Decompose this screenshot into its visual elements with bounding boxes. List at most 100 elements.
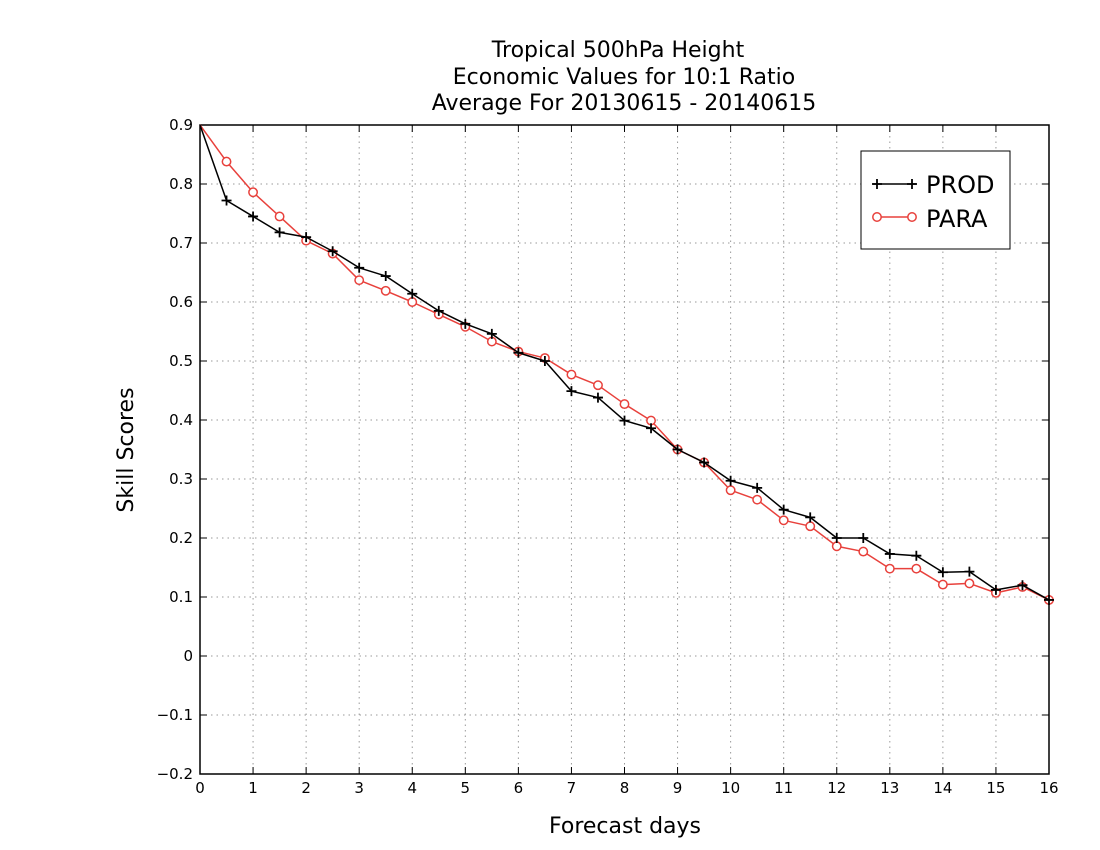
x-tick-label: 9 (673, 779, 683, 797)
data-point-prod (937, 567, 948, 578)
data-point-prod (221, 195, 232, 206)
x-tick-label: 0 (195, 779, 205, 797)
x-tick-label: 2 (301, 779, 311, 797)
y-tick-label: 0.8 (169, 175, 193, 193)
x-tick-label: 13 (880, 779, 899, 797)
data-point-prod (274, 227, 285, 238)
y-tick-label: 0.5 (169, 352, 193, 370)
data-point-para (248, 187, 259, 198)
axis-ticks (199, 124, 1050, 775)
plot-frame (199, 124, 1050, 775)
data-point-para (221, 156, 232, 167)
data-point-prod (778, 504, 789, 515)
data-point-prod (646, 423, 657, 434)
legend-entry-para: PARA (872, 205, 988, 233)
x-axis-label: Forecast days (549, 814, 701, 839)
data-point-para (831, 541, 842, 552)
data-point-prod (619, 415, 630, 426)
x-tick-label: 3 (354, 779, 364, 797)
data-point-prod (911, 550, 922, 561)
legend-para-marker (872, 212, 882, 222)
data-point-para (752, 494, 763, 505)
data-point-para (354, 275, 365, 286)
data-point-prod (725, 475, 736, 486)
y-tick-labels: −0.2 −0.1 0 0.1 0.2 0.3 0.4 0.5 0.6 0.7 0.8 0.9 (157, 116, 193, 783)
data-point-prod (539, 356, 550, 366)
data-point-prod (1017, 580, 1028, 591)
y-tick-label: −0.2 (157, 765, 193, 783)
x-tick-label: 6 (514, 779, 524, 797)
y-tick-label: −0.1 (157, 706, 193, 724)
x-tick-label: 7 (567, 779, 577, 797)
x-tick-label: 16 (1039, 779, 1058, 797)
data-point-para (725, 485, 736, 496)
x-tick-label: 12 (827, 779, 846, 797)
data-point-prod (1044, 594, 1054, 605)
data-point-prod (805, 512, 816, 523)
x-tick-label: 1 (248, 779, 258, 797)
legend: PROD PARA (860, 150, 1011, 250)
title-line-2: Economic Values for 10:1 Ratio (453, 65, 795, 90)
series-prod (199, 124, 1054, 605)
title-line-3: Average For 20130615 - 20140615 (432, 91, 817, 116)
data-point-para (937, 579, 948, 590)
y-tick-label: 0.3 (169, 470, 193, 488)
data-point-prod (301, 232, 312, 243)
y-tick-label: 0.4 (169, 411, 193, 429)
x-tick-label: 11 (774, 779, 793, 797)
legend-prod-marker (872, 179, 882, 189)
grid-lines (200, 125, 1049, 774)
data-point-prod (672, 444, 683, 455)
data-point-prod (486, 328, 497, 339)
y-tick-label: 0.6 (169, 293, 193, 311)
y-tick-label: 0.2 (169, 529, 193, 547)
data-point-prod (990, 584, 1001, 595)
x-tick-label: 8 (620, 779, 630, 797)
y-tick-label: 0 (183, 647, 193, 665)
data-point-para (619, 399, 630, 410)
data-point-prod (407, 288, 418, 299)
data-point-prod (884, 548, 895, 559)
data-point-prod (752, 482, 763, 493)
legend-prod-label: PROD (926, 171, 995, 199)
data-point-prod (566, 386, 577, 397)
data-point-prod (380, 271, 391, 282)
data-point-prod (699, 457, 710, 468)
data-point-prod (460, 318, 471, 329)
y-tick-label: 0.7 (169, 234, 193, 252)
legend-para-marker (907, 212, 917, 222)
data-point-para (566, 369, 577, 380)
data-point-para (911, 563, 922, 574)
data-point-para (884, 563, 895, 574)
data-point-para (964, 578, 975, 589)
x-tick-labels: 0 1 2 3 4 5 6 7 8 9 10 11 12 13 14 15 16 (195, 779, 1058, 797)
x-tick-label: 15 (986, 779, 1005, 797)
data-point-para (778, 515, 789, 526)
data-point-prod (831, 533, 842, 543)
data-point-prod (354, 262, 365, 273)
data-point-prod (513, 347, 524, 358)
legend-prod-marker (907, 179, 917, 189)
y-tick-label: 0.9 (169, 116, 193, 134)
legend-entry-prod: PROD (872, 171, 995, 199)
data-point-prod (592, 392, 603, 403)
x-tick-label: 4 (407, 779, 417, 797)
title-line-1: Tropical 500hPa Height (491, 38, 745, 63)
series-layer (199, 124, 1054, 605)
x-tick-label: 5 (461, 779, 471, 797)
data-point-para (593, 380, 603, 391)
data-point-prod (858, 533, 869, 543)
data-point-prod (248, 211, 259, 222)
data-point-para (380, 285, 391, 296)
legend-box (860, 150, 1011, 250)
legend-para-label: PARA (926, 205, 988, 233)
data-point-para (805, 521, 816, 532)
data-point-para (407, 297, 418, 307)
x-tick-label: 10 (721, 779, 740, 797)
x-tick-label: 14 (933, 779, 952, 797)
data-point-para (858, 546, 869, 557)
y-tick-label: 0.1 (169, 588, 193, 606)
data-point-prod (964, 566, 975, 577)
chart-title: Tropical 500hPa Height Economic Values f… (432, 38, 817, 116)
